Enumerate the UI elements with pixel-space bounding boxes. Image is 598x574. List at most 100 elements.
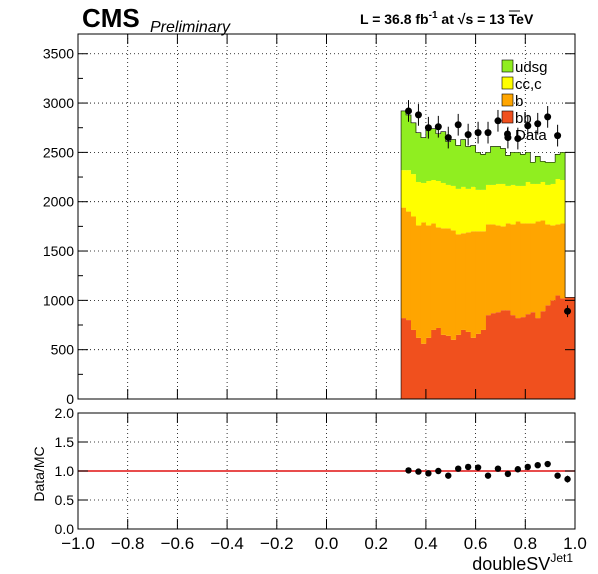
bar-b-bin [430, 223, 437, 330]
bar-udsg-bin [410, 122, 417, 175]
ratio-point [544, 460, 551, 468]
data-point [454, 121, 462, 129]
ratio-point [524, 463, 531, 471]
data-point [554, 132, 562, 140]
ratio-y-tick-label: 0.0 [55, 521, 75, 537]
bar-bb-bin [480, 329, 486, 399]
ratio-point [534, 462, 541, 469]
bar-ccc-bin [550, 183, 556, 226]
x-tick-label: 0.2 [364, 534, 388, 553]
y-tick-label: 0 [66, 391, 74, 407]
bar-b-bin [520, 223, 526, 318]
data-point [534, 120, 542, 128]
data-point [414, 111, 422, 119]
ratio-y-tick-label: 0.5 [55, 492, 75, 508]
bar-bb-bin [440, 334, 447, 399]
bar-b-bin [510, 224, 516, 316]
luminosity-label: L = 36.8 fb-1 at √s = 13 TeV [360, 10, 534, 27]
data-point [444, 134, 452, 142]
ratio-point [514, 466, 522, 473]
bar-ccc-bin [510, 184, 516, 225]
legend-swatch [501, 110, 514, 124]
ratio-point [504, 470, 512, 478]
bar-bb-bin [565, 297, 576, 399]
ratio-y-tick-label: 1.5 [55, 434, 75, 450]
legend-swatch [501, 59, 514, 73]
bar-bb-bin [430, 329, 437, 399]
ratio-point [484, 472, 492, 479]
bar-b-bin [465, 232, 472, 332]
bar-udsg-bin [535, 156, 541, 184]
data-point [484, 129, 492, 137]
bar-udsg-bin [545, 162, 551, 185]
bar-b-bin [490, 224, 496, 314]
bar-udsg-bin [435, 133, 442, 181]
bar-b-bin [475, 231, 481, 334]
x-tick-label: 0.6 [464, 534, 488, 553]
bar-bb-bin [505, 310, 511, 399]
bar-bb-bin [410, 329, 417, 399]
bar-b-bin [555, 224, 561, 296]
bar-bb-bin [515, 318, 521, 399]
bar-ccc-bin [520, 185, 526, 224]
y-tick-label: 3500 [43, 46, 74, 62]
bar-udsg-bin [475, 152, 481, 190]
bar-b-bin [460, 233, 467, 330]
main-y-axis: 0 500 1000 1500 2000 2500 3000 3500 [43, 34, 576, 407]
bar-bb-bin [445, 335, 452, 399]
bar-ccc-bin [515, 185, 521, 222]
bar-udsg-bin [460, 139, 467, 187]
data-point [514, 135, 522, 143]
bar-bb-bin [510, 315, 516, 399]
ratio-points [405, 460, 571, 483]
bar-udsg-bin [445, 141, 452, 185]
ratio-point [464, 463, 472, 471]
x-tick-label: 0.4 [414, 534, 438, 553]
bar-ccc-bin [495, 183, 501, 226]
y-tick-label: 1500 [43, 243, 74, 259]
data-point [494, 117, 502, 125]
bar-b-bin [540, 220, 546, 312]
bar-ccc-bin [450, 185, 457, 231]
bar-udsg-bin [450, 139, 457, 186]
ratio-point [445, 472, 452, 479]
bar-udsg-bin [485, 152, 491, 185]
legend-swatch [501, 76, 514, 90]
x-tick-label: 0.8 [513, 534, 537, 553]
bar-udsg-bin [406, 114, 412, 171]
bar-bb-bin [540, 311, 546, 399]
bar-ccc-bin [530, 183, 536, 224]
bar-b-bin [485, 224, 491, 316]
ratio-point [455, 465, 462, 472]
x-tick-label: −0.4 [210, 534, 244, 553]
bar-udsg-bin [540, 161, 546, 182]
ratio-y-axis-title: Data/MC [31, 446, 47, 501]
ratio-point [494, 465, 502, 472]
bar-udsg-bin [440, 131, 447, 183]
bar-ccc-bin [535, 183, 541, 222]
bar-ccc-bin [465, 188, 472, 233]
ratio-point [554, 472, 561, 479]
bar-udsg-bin [465, 146, 472, 189]
bar-udsg-bin [515, 152, 521, 186]
bar-udsg-bin [415, 132, 422, 182]
bar-udsg-bin [401, 110, 407, 171]
bar-bb-bin [530, 312, 536, 399]
ratio-axes: 0.0 0.5 1.0 1.5 2.0 −1.0 −0.8 −0.6 −0.4 −0.2 0.0 0.… [55, 405, 587, 553]
bar-bb-bin [425, 337, 432, 399]
bar-b-bin [406, 211, 412, 321]
bar-bb-bin [545, 305, 551, 399]
ratio-point [405, 467, 412, 474]
bar-bb-bin [535, 318, 541, 399]
bar-bb-bin [420, 343, 427, 399]
bar-b-bin [500, 226, 506, 311]
bar-bb-bin [550, 300, 556, 399]
bar-bb-bin [555, 295, 561, 399]
bar-udsg-bin [560, 152, 566, 180]
bar-ccc-bin [420, 182, 427, 223]
bar-udsg-bin [555, 154, 561, 180]
bar-ccc-bin [540, 181, 546, 221]
bar-udsg-bin [495, 146, 501, 184]
bar-b-bin [425, 225, 432, 338]
